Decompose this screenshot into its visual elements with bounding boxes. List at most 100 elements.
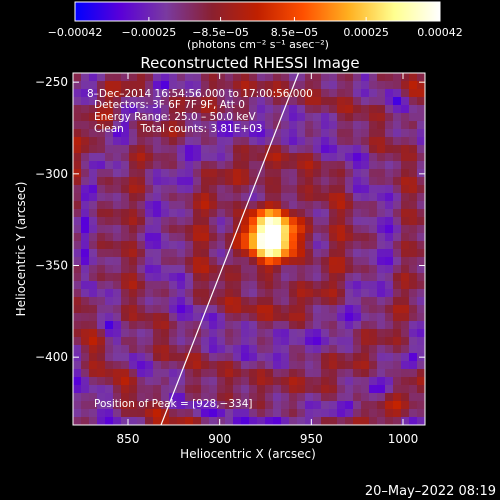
heatmap-cell: [377, 233, 386, 242]
heatmap-cell: [233, 329, 242, 338]
heatmap-cell: [417, 313, 425, 322]
heatmap-cell: [401, 81, 410, 90]
heatmap-cell: [409, 409, 418, 418]
heatmap-cell: [393, 73, 402, 82]
heatmap-cell: [73, 225, 82, 234]
heatmap-cell: [385, 369, 394, 378]
heatmap-cell: [385, 345, 394, 354]
heatmap-cell: [417, 145, 425, 154]
heatmap-cell: [161, 137, 170, 146]
heatmap-cell: [313, 105, 322, 114]
heatmap-cell: [345, 353, 354, 362]
heatmap-cell: [193, 217, 202, 226]
heatmap-cell: [145, 249, 154, 258]
heatmap-cell: [265, 153, 274, 162]
heatmap-cell: [281, 321, 290, 330]
heatmap-cell: [185, 337, 194, 346]
heatmap-cell: [361, 353, 370, 362]
heatmap-cell: [257, 273, 266, 282]
heatmap-cell: [241, 185, 250, 194]
heatmap-cell: [369, 217, 378, 226]
heatmap-cell: [289, 273, 298, 282]
heatmap-cell: [409, 225, 418, 234]
heatmap-cell: [321, 273, 330, 282]
heatmap-cell: [97, 321, 106, 330]
heatmap-cell: [297, 273, 306, 282]
heatmap-cell: [105, 385, 114, 394]
heatmap-cell: [417, 161, 425, 170]
heatmap-cell: [161, 129, 170, 138]
heatmap-cell: [161, 89, 170, 98]
heatmap-cell: [241, 217, 250, 226]
heatmap-cell: [217, 97, 226, 106]
heatmap-cell: [305, 129, 314, 138]
y-axis-label: Heliocentric Y (arcsec): [14, 182, 28, 317]
heatmap-cell: [305, 289, 314, 298]
heatmap-cell: [369, 241, 378, 250]
heatmap-cell: [113, 273, 122, 282]
heatmap-cell: [281, 73, 290, 82]
heatmap-cell: [385, 249, 394, 258]
heatmap-cell: [217, 289, 226, 298]
heatmap-cell: [289, 353, 298, 362]
heatmap-cell: [89, 121, 98, 130]
heatmap-cell: [417, 73, 425, 82]
heatmap-cell: [161, 241, 170, 250]
heatmap-cell: [97, 249, 106, 258]
heatmap-cell: [369, 305, 378, 314]
heatmap-cell: [273, 193, 282, 202]
heatmap-cell: [145, 241, 154, 250]
heatmap-cell: [161, 265, 170, 274]
heatmap-cell: [161, 337, 170, 346]
heatmap-cell: [321, 377, 330, 386]
heatmap-cell: [177, 361, 186, 370]
heatmap-cell: [249, 97, 258, 106]
heatmap-cell: [297, 105, 306, 114]
heatmap-cell: [81, 217, 90, 226]
heatmap-cell: [193, 185, 202, 194]
heatmap-cell: [369, 169, 378, 178]
heatmap-cell: [345, 305, 354, 314]
heatmap-cell: [361, 417, 370, 425]
heatmap-cell: [297, 209, 306, 218]
heatmap-cell: [265, 169, 274, 178]
heatmap-cell: [241, 105, 250, 114]
heatmap-cell: [297, 169, 306, 178]
heatmap-cell: [273, 201, 282, 210]
heatmap-cell: [169, 305, 178, 314]
heatmap-cell: [257, 73, 266, 82]
heatmap-cell: [161, 201, 170, 210]
heatmap-cell: [345, 145, 354, 154]
heatmap-cell: [409, 265, 418, 274]
heatmap-cell: [193, 113, 202, 122]
heatmap-cell: [289, 313, 298, 322]
heatmap-cell: [97, 281, 106, 290]
heatmap-cell: [193, 265, 202, 274]
heatmap-cell: [145, 185, 154, 194]
heatmap-cell: [161, 345, 170, 354]
heatmap-cell: [89, 289, 98, 298]
heatmap-cell: [417, 345, 425, 354]
heatmap-cell: [177, 169, 186, 178]
heatmap-cell: [89, 417, 98, 425]
heatmap-cell: [337, 129, 346, 138]
heatmap-cell: [265, 393, 274, 402]
heatmap-cell: [217, 153, 226, 162]
heatmap-cell: [89, 393, 98, 402]
heatmap-cell: [369, 337, 378, 346]
heatmap-cell: [377, 73, 386, 82]
heatmap-cell: [209, 393, 218, 402]
heatmap-cell: [217, 321, 226, 330]
heatmap-cell: [401, 201, 410, 210]
heatmap-cell: [345, 289, 354, 298]
heatmap-cell: [201, 145, 210, 154]
heatmap-cell: [145, 193, 154, 202]
heatmap-cell: [201, 321, 210, 330]
heatmap-cell: [329, 401, 338, 410]
heatmap-cell: [105, 329, 114, 338]
heatmap-cell: [185, 265, 194, 274]
heatmap-cell: [313, 393, 322, 402]
heatmap-cell: [113, 73, 122, 82]
heatmap-cell: [321, 193, 330, 202]
heatmap-cell: [121, 273, 130, 282]
